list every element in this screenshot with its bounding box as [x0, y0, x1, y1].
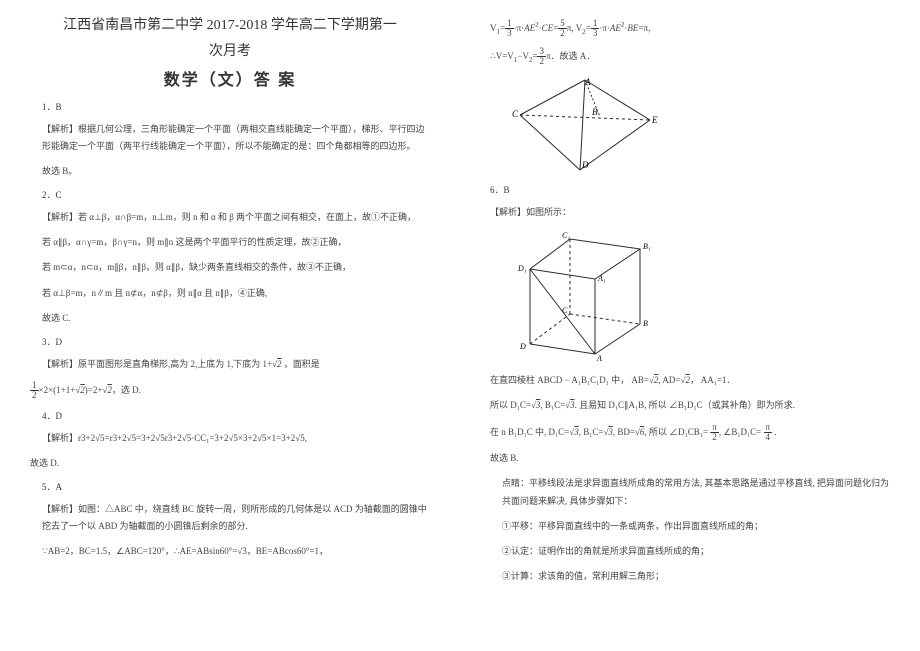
q6-step1: ①平移：平移异面直线中的一条或两条，作出异面直线所成的角；	[502, 518, 890, 535]
q3-answer: 3．D	[42, 335, 430, 348]
q1-answer: 1．B	[42, 100, 430, 113]
q6-p2b: , AD=	[658, 375, 680, 385]
q3-mid: ×2×(1+1+	[39, 385, 76, 395]
q5-vol-eq: V1=13·π·AE2·CE=52π, V2=13·π·AE2·BE=π,	[490, 19, 890, 39]
q6-explain-1: 【解析】如图所示：	[490, 204, 890, 221]
q6-p4b: , B₁C=	[579, 427, 604, 437]
svg-text:D: D	[519, 342, 526, 351]
q6-p4e: , 所以 ∠D₁CB₁=	[644, 427, 710, 437]
q5-vol-concl: ∴V=V1−V2=32π．故选 A．	[490, 47, 890, 67]
q6-p3b: , B₁C=	[540, 400, 565, 410]
q2-explain-5: 故选 C.	[42, 310, 430, 327]
q2-answer: 2．C	[42, 188, 430, 201]
q5-explain-2: ∵AB=2，BC=1.5，∠ABC=120°，∴AE=ABsin60°=√3，B…	[42, 543, 430, 560]
svg-text:A: A	[584, 77, 591, 87]
q4-explain-1: 【解析】r3+2√5=r3+2√5=3+2√5r3+2√5·CC₁=3+2√5×…	[42, 430, 430, 447]
q4-answer: 4．D	[42, 409, 430, 422]
svg-text:C₁: C₁	[562, 231, 570, 240]
q6-p4: 在 n B₁D₁C 中, D₁C=√3, B₁C=√3, BD=√6, 所以 ∠…	[490, 423, 890, 443]
q6-p5: 故选 B.	[490, 450, 890, 467]
q6-tip: 点睛：平移线段法是求异面直线所成角的常用方法, 其基本思路是通过平移直线, 把异…	[502, 475, 890, 509]
q3-text-a: 【解析】原平面图形是直角梯形,高为 2,上底为 1,下底为 1+	[42, 359, 272, 369]
doc-title-line2: 次月考	[30, 40, 430, 60]
figure-prism: C₁ B₁ D₁ A₁ C B D A	[500, 229, 660, 364]
q2-explain-1: 【解析】若 α⊥β，α∩β=m，n⊥m，则 n 和 α 和 β 两个平面之间有相…	[42, 209, 430, 226]
svg-text:B₁: B₁	[643, 242, 651, 251]
q6-p2: 在直四棱柱 ABCD − A₁B₁C₁D₁ 中， AB=√2, AD=√2， A…	[490, 372, 890, 389]
svg-text:A₁: A₁	[597, 274, 606, 283]
svg-text:B: B	[592, 107, 598, 117]
q2-explain-2: 若 α∥β，α∩γ=m，β∩γ=n，则 m∥n 这是两个平面平行的性质定理，故②…	[42, 234, 430, 251]
q4-explain-2: 故选 D.	[30, 455, 430, 472]
left-column: 江西省南昌市第二中学 2017-2018 学年高二下学期第一 次月考 数学（文）…	[0, 0, 460, 651]
svg-text:B: B	[643, 319, 648, 328]
q5-answer: 5．A	[42, 480, 430, 493]
q6-p4f: , ∠B₁D₁C=	[719, 427, 764, 437]
svg-text:E: E	[651, 115, 658, 125]
q3-explain-2: 12×2×(1+1+√2)=2+√2，选 D.	[30, 381, 430, 401]
q2-explain-3: 若 m⊂α，n⊂α，m∥β，n∥β，则 α∥β，缺少两条直线相交的条件，故③不正…	[42, 259, 430, 276]
q3-text-b: ，面积是	[282, 359, 320, 369]
q6-p3: 所以 D₁C=√3, B₁C=√3. 且易知 D₁C∥A₁B, 所以 ∠B₁D₁…	[490, 397, 890, 414]
svg-text:C: C	[562, 306, 568, 315]
q2-explain-4: 若 α⊥β=m，n∥m 且 n⊄α，n⊄β，则 n∥α 且 n∥β，④正确,	[42, 285, 430, 302]
q6-p2c: ， AA₁=1．	[690, 375, 735, 385]
q1-explain-1: 【解析】根据几何公理，三角形能确定一个平面（两相交直线能确定一个平面），梯形、平…	[42, 121, 430, 155]
q3-tail: ，选 D.	[112, 385, 141, 395]
q6-p4a: 在 n B₁D₁C 中, D₁C=	[490, 427, 569, 437]
doc-title-line1: 江西省南昌市第二中学 2017-2018 学年高二下学期第一	[30, 15, 430, 36]
q6-p3c: . 且易知 D₁C∥A₁B, 所以 ∠B₁D₁C（或其补角）即为所求.	[575, 400, 795, 410]
q5-explain-1: 【解析】如图：△ABC 中，绕直线 BC 旋转一周，则所形成的几何体是以 ACD…	[42, 501, 430, 535]
q6-p4g: .	[772, 427, 777, 437]
q6-step2: ②认定：证明作出的角就是所求异面直线所成的角；	[502, 543, 890, 560]
figure-tetra: A C E D D B	[510, 75, 660, 175]
q3-end: )=2+	[85, 385, 103, 395]
q6-p4c: , BD=	[613, 427, 635, 437]
q6-p3a: 所以 D₁C=	[490, 400, 531, 410]
right-column: V1=13·π·AE2·CE=52π, V2=13·π·AE2·BE=π, ∴V…	[460, 0, 920, 651]
q1-explain-2: 故选 B。	[42, 163, 430, 180]
svg-text:D: D	[581, 160, 589, 170]
svg-text:D₁: D₁	[517, 264, 527, 273]
q6-p2a: 在直四棱柱 ABCD − A₁B₁C₁D₁ 中， AB=	[490, 375, 649, 385]
doc-subject: 数学（文）答 案	[30, 66, 430, 90]
q6-step3: ③计算：求该角的值，常利用解三角形；	[502, 568, 890, 585]
q3-explain-1: 【解析】原平面图形是直角梯形,高为 2,上底为 1,下底为 1+√2 ，面积是	[42, 356, 430, 373]
q6-answer: 6．B	[490, 183, 890, 196]
svg-text:C: C	[512, 109, 519, 119]
svg-text:A: A	[596, 354, 602, 363]
